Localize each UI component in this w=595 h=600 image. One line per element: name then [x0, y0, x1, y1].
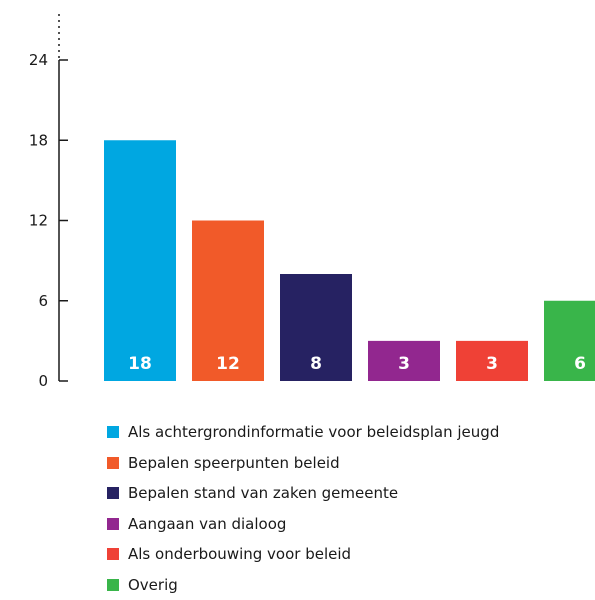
legend-label: Bepalen stand van zaken gemeente: [128, 484, 398, 502]
bar-chart: 0 6 12 18 24 18 12 8 3 3 6: [0, 0, 595, 400]
y-tick-label: 24: [29, 51, 48, 69]
legend-swatch: [107, 457, 119, 469]
legend-label: Aangaan van dialoog: [128, 515, 286, 533]
y-axis: 0 6 12 18 24: [29, 14, 68, 390]
legend-item: Aangaan van dialoog: [107, 509, 499, 540]
bars: 18 12 8 3 3 6: [104, 140, 595, 381]
legend-item: Als achtergrondinformatie voor beleidspl…: [107, 417, 499, 448]
legend-item: Als onderbouwing voor beleid: [107, 539, 499, 570]
bar-data-label: 8: [310, 354, 322, 374]
legend-item: Bepalen speerpunten beleid: [107, 448, 499, 479]
legend: Als achtergrondinformatie voor beleidspl…: [107, 417, 499, 600]
legend-swatch: [107, 579, 119, 591]
bar-data-label: 12: [216, 354, 240, 374]
y-tick-label: 12: [29, 212, 48, 230]
legend-item: Overig: [107, 570, 499, 600]
y-tick-label: 6: [38, 292, 48, 310]
legend-swatch: [107, 518, 119, 530]
y-tick-label: 0: [38, 372, 48, 390]
legend-item: Bepalen stand van zaken gemeente: [107, 478, 499, 509]
bar-data-label: 3: [486, 354, 498, 374]
legend-swatch: [107, 487, 119, 499]
legend-label: Als achtergrondinformatie voor beleidspl…: [128, 423, 499, 441]
legend-swatch: [107, 548, 119, 560]
bar-data-label: 18: [128, 354, 152, 374]
bar-data-label: 3: [398, 354, 410, 374]
bar: [544, 301, 595, 381]
legend-swatch: [107, 426, 119, 438]
y-tick-label: 18: [29, 131, 48, 149]
legend-label: Als onderbouwing voor beleid: [128, 545, 351, 563]
bar: [104, 140, 176, 381]
legend-label: Bepalen speerpunten beleid: [128, 454, 340, 472]
legend-label: Overig: [128, 576, 178, 594]
bar-data-label: 6: [574, 354, 586, 374]
